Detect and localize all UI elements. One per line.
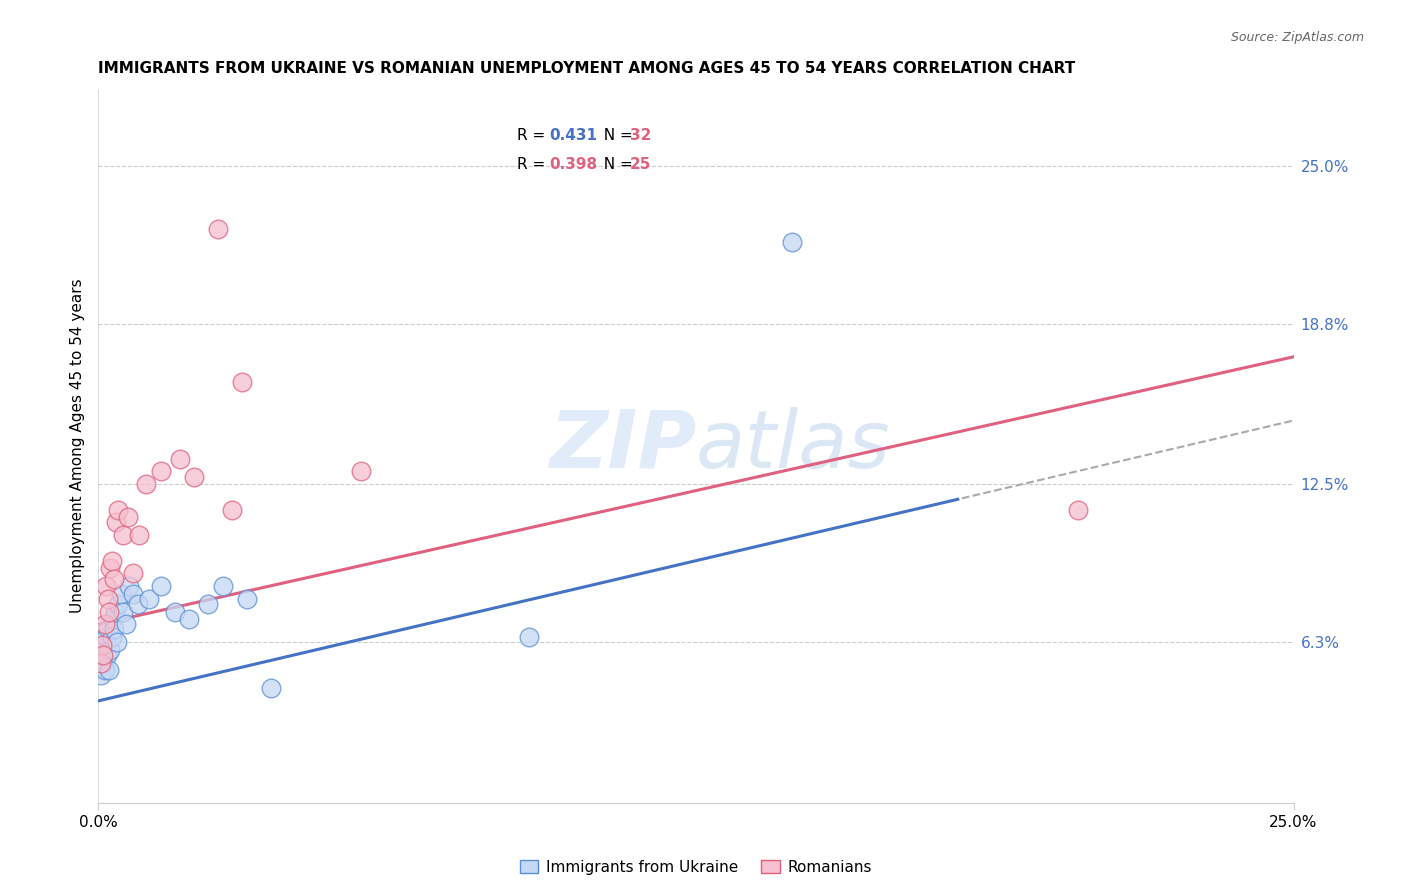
Point [221,502,243,516]
Point [197,597,219,611]
Point [127,597,149,611]
Point [90,668,112,682]
Point [97,663,120,677]
Text: atlas: atlas [696,407,891,485]
Text: 32: 32 [630,128,651,143]
Point [207,222,229,236]
Point [517,630,540,644]
Point [163,605,186,619]
Point [97,605,120,619]
Point [103,623,125,637]
Point [101,630,124,644]
Point [112,528,135,542]
Text: 0.398: 0.398 [548,157,598,171]
Point [118,579,141,593]
Point [90,656,112,670]
Point [183,469,205,483]
Text: R =: R = [517,128,550,143]
Text: 0.431: 0.431 [548,128,598,143]
Text: N =: N = [595,128,638,143]
Point [91,656,114,670]
Point [103,572,125,586]
Point [94,663,117,677]
Text: Source: ZipAtlas.com: Source: ZipAtlas.com [1230,31,1364,45]
Point [112,605,135,619]
Point [93,617,115,632]
Point [135,477,157,491]
Point [149,579,172,593]
Point [91,638,114,652]
Point [121,587,143,601]
Point [94,579,117,593]
Point [97,623,120,637]
Point [98,643,122,657]
Point [107,502,129,516]
Point [117,510,139,524]
Point [149,465,172,479]
Point [121,566,143,581]
Point [91,648,114,662]
Point [128,528,150,542]
Point [104,605,127,619]
Legend: Immigrants from Ukraine, Romanians: Immigrants from Ukraine, Romanians [515,854,877,880]
Point [107,597,129,611]
Point [179,612,201,626]
Point [211,579,233,593]
Point [98,561,122,575]
Text: ZIP: ZIP [548,407,696,485]
Point [235,591,257,606]
Y-axis label: Unemployment Among Ages 45 to 54 years: Unemployment Among Ages 45 to 54 years [69,278,84,614]
Point [138,591,160,606]
Point [115,617,138,632]
Point [96,591,118,606]
Point [93,638,115,652]
Point [1067,502,1090,516]
Text: R =: R = [517,157,550,171]
Point [101,554,124,568]
Text: 25: 25 [630,157,651,171]
Point [96,648,118,662]
Point [91,648,114,662]
Point [104,516,127,530]
Point [110,587,132,601]
Text: IMMIGRANTS FROM UKRAINE VS ROMANIAN UNEMPLOYMENT AMONG AGES 45 TO 54 YEARS CORRE: IMMIGRANTS FROM UKRAINE VS ROMANIAN UNEM… [98,61,1076,76]
Point [350,465,373,479]
Text: N =: N = [595,157,638,171]
Point [169,451,191,466]
Point [94,630,117,644]
Point [780,235,803,249]
Point [105,635,128,649]
Point [259,681,281,695]
Point [231,376,253,390]
Point [101,612,124,626]
